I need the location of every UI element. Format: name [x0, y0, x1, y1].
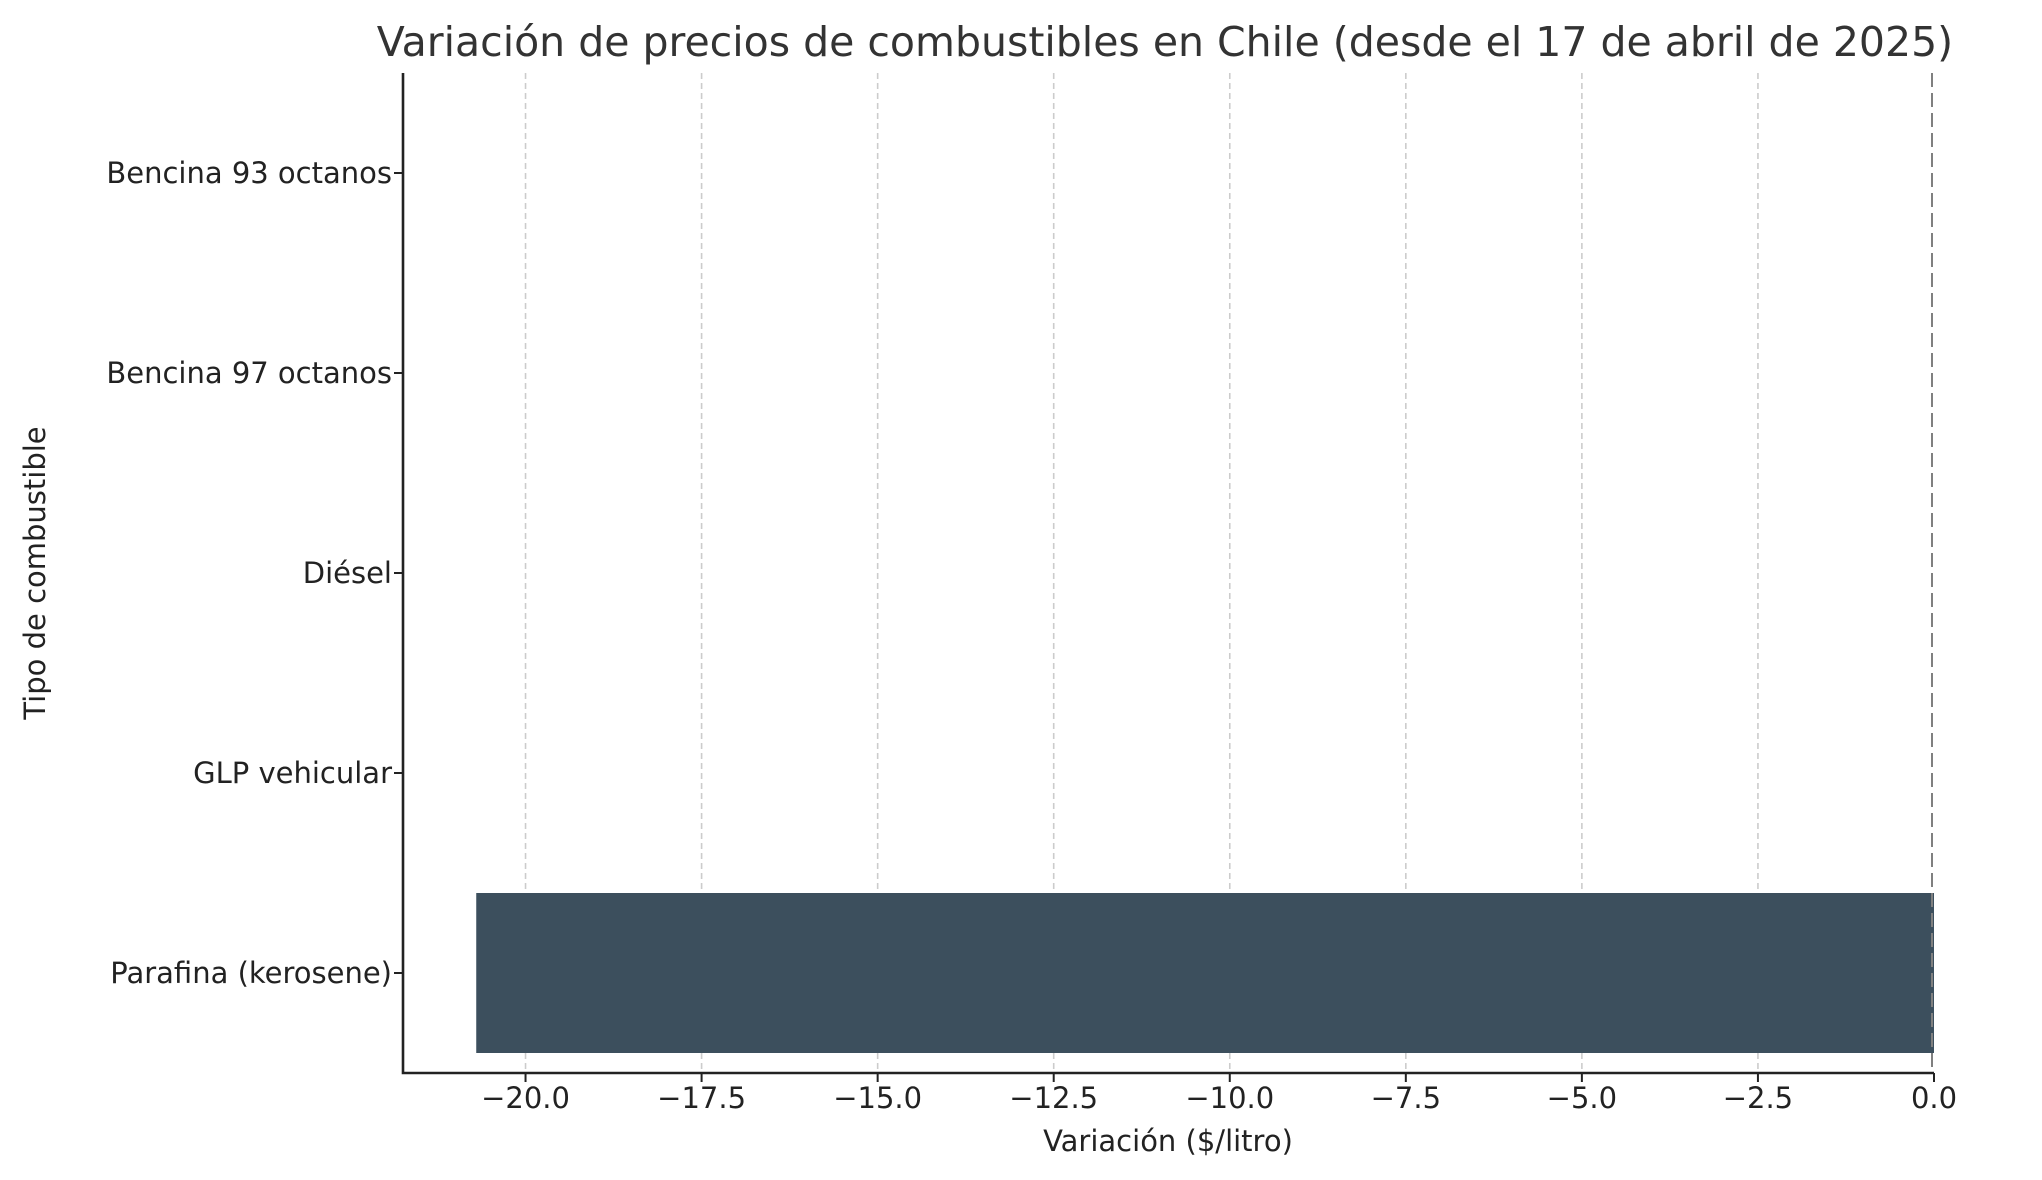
x-tick-label: −17.5 — [657, 1081, 746, 1115]
y-tick-label: Parafina (kerosene) — [110, 956, 392, 990]
y-tick-label: Bencina 97 octanos — [106, 356, 392, 390]
y-tick-label: Bencina 93 octanos — [106, 156, 392, 190]
y-axis-ticks: Bencina 93 octanos Bencina 97 octanos Diés… — [106, 156, 403, 990]
x-tick-label: −12.5 — [1009, 1081, 1098, 1115]
x-tick-label: −15.0 — [833, 1081, 922, 1115]
y-tick-label: GLP vehicular — [193, 756, 392, 790]
bar — [476, 893, 1934, 1053]
x-axis-ticks: −20.0 −17.5 −15.0 −12.5 −10.0 −7.5 −5.0 −2.5 0.0 — [481, 1073, 1957, 1115]
x-tick-label: −10.0 — [1185, 1081, 1274, 1115]
x-tick-label: 0.0 — [1911, 1081, 1957, 1115]
x-tick-label: −20.0 — [481, 1081, 570, 1115]
y-tick-label: Diésel — [303, 556, 392, 590]
x-axis-label: Variación ($/litro) — [1043, 1124, 1293, 1158]
x-tick-label: −7.5 — [1371, 1081, 1441, 1115]
x-tick-label: −2.5 — [1723, 1081, 1793, 1115]
chart-title: Variación de precios de combustibles en … — [377, 18, 1953, 66]
x-tick-label: −5.0 — [1547, 1081, 1617, 1115]
axes-spines — [401, 73, 1934, 1075]
y-axis-label: Tipo de combustible — [18, 426, 52, 720]
bars — [476, 893, 1934, 1053]
